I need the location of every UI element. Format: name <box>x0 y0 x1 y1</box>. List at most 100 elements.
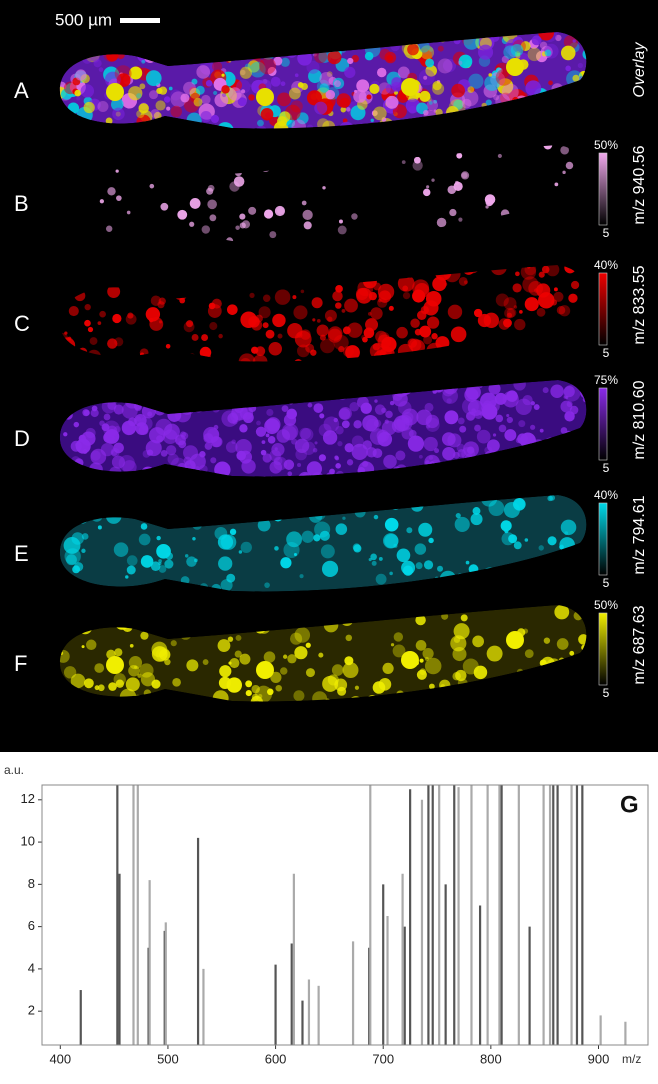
tissue-spot <box>128 664 140 677</box>
tissue-spot <box>125 677 140 692</box>
tissue-spot <box>396 548 411 563</box>
tissue-spot <box>414 328 422 336</box>
tissue-spot <box>466 446 475 454</box>
tissue-spot <box>110 447 120 457</box>
tissue-spot <box>240 89 246 94</box>
bright-region <box>256 661 274 679</box>
tissue-spot <box>337 225 347 235</box>
tissue-spot <box>231 439 236 445</box>
tissue-spot <box>257 518 271 532</box>
tissue-spot <box>217 639 231 652</box>
tissue-spot <box>239 222 246 229</box>
tissue-spot <box>346 107 351 112</box>
tissue-spot <box>137 673 142 678</box>
tissue-spot <box>262 294 271 302</box>
tissue-spot <box>165 552 174 560</box>
tissue-spot <box>501 55 509 64</box>
tissue-spot <box>287 471 293 477</box>
tissue-spot <box>193 97 203 107</box>
tissue-spot <box>134 414 147 427</box>
tissue-spot <box>508 534 518 544</box>
tissue-spot <box>497 153 502 159</box>
tissue-spot <box>449 208 457 217</box>
tissue-spot <box>333 417 338 423</box>
tissue-spot <box>553 287 558 292</box>
tissue-spot <box>412 160 423 171</box>
tissue-spot <box>207 184 215 192</box>
tissue-spot <box>63 432 68 437</box>
tissue-spot <box>293 552 297 557</box>
tissue-spot <box>167 453 179 465</box>
tissue-spot <box>314 101 328 115</box>
tissue-spot <box>81 548 86 553</box>
tissue-spot <box>375 573 387 585</box>
tissue-spot <box>105 225 113 232</box>
tissue-spot <box>538 292 555 309</box>
tissue-spot <box>94 685 100 691</box>
tissue-spot <box>423 109 429 116</box>
tissue-spot <box>148 317 154 323</box>
tissue-spot <box>158 297 166 305</box>
tissue-spot <box>344 298 358 313</box>
tissue-spot <box>307 402 313 408</box>
tissue-spot <box>467 399 484 416</box>
tissue-spot <box>457 60 463 66</box>
tissue-spot <box>86 639 97 651</box>
tissue-spot <box>493 94 500 101</box>
tissue-spot <box>134 665 138 669</box>
tissue-spot <box>179 297 186 304</box>
tissue-spot <box>546 265 560 277</box>
tissue-spot <box>362 440 372 450</box>
tissue-spot <box>419 658 424 663</box>
tissue-spot <box>108 682 117 691</box>
tissue-spot <box>200 110 212 123</box>
tissue-spot <box>432 80 442 91</box>
tissue-spot <box>383 454 397 469</box>
tissue-spot <box>183 445 199 461</box>
tissue-spot <box>199 346 212 359</box>
tissue-spot <box>428 47 434 52</box>
tissue-spot <box>488 382 501 395</box>
tissue-spot <box>299 427 311 440</box>
tissue-spot <box>485 205 489 209</box>
tissue-spot <box>337 686 347 696</box>
tissue-spot <box>294 627 311 643</box>
tissue-spot <box>258 306 271 319</box>
tissue-spot <box>196 65 211 79</box>
tissue-spot <box>207 199 217 210</box>
tissue-spot <box>556 638 569 650</box>
tissue-spot <box>172 677 181 687</box>
tissue-spot <box>261 440 266 445</box>
tissue-spot <box>166 445 177 456</box>
tissue-spot <box>568 293 578 303</box>
tissue-spot <box>382 662 394 675</box>
tissue-spot <box>160 202 169 211</box>
x-tick-label: 900 <box>588 1051 610 1066</box>
tissue-spot <box>412 279 430 297</box>
colorbar-max: 75% <box>594 373 618 387</box>
panel-letter: D <box>14 426 30 451</box>
tissue-spot <box>477 44 494 60</box>
tissue-spot <box>249 61 266 78</box>
tissue-spot <box>425 414 440 429</box>
tissue-spot <box>429 683 435 690</box>
tissue-spot <box>456 443 465 452</box>
tissue-spot <box>207 304 222 318</box>
tissue-spot <box>340 106 347 113</box>
tissue-spot <box>149 427 166 444</box>
tissue-spot <box>371 560 377 566</box>
tissue-spot <box>335 302 342 309</box>
tissue-spot <box>426 185 430 189</box>
tissue-spot <box>494 392 507 405</box>
tissue-spot <box>128 656 143 670</box>
tissue-spot <box>436 217 447 228</box>
tissue-spot <box>329 468 335 475</box>
tissue-spot <box>453 623 470 640</box>
tissue-spot <box>300 289 305 294</box>
tissue-spot <box>338 219 343 224</box>
tissue-spot <box>560 519 577 536</box>
tissue-spot <box>393 632 404 642</box>
tissue-spot <box>349 401 359 412</box>
tissue-spot <box>384 517 399 532</box>
tissue-spot <box>113 404 124 415</box>
